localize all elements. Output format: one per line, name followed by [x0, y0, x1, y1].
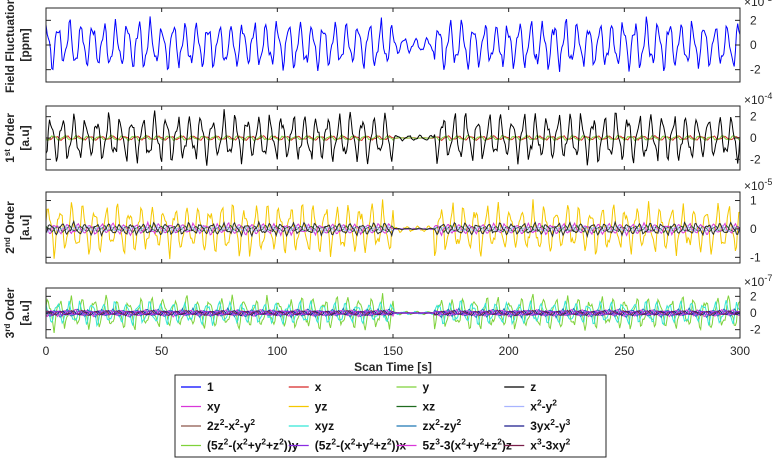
y-axis-unit-label: [a.u]: [18, 215, 32, 240]
legend-label: y: [423, 380, 430, 394]
legend-item: zx2-zy2: [396, 417, 462, 433]
legend-label: xyz: [315, 419, 334, 433]
x-tick-label: 50: [155, 344, 169, 358]
panel-3: 1 0 -1 ×10-5 2nd Order [a.u]: [3, 177, 773, 264]
legend-item: 1: [181, 380, 214, 394]
y-tick-label: -2: [750, 152, 761, 166]
y-axis-label: 3rd Order: [3, 287, 18, 338]
y-tick-label: -2: [750, 63, 761, 77]
x-tick-label: 200: [499, 344, 519, 358]
legend-label: xz: [423, 400, 436, 414]
panel-1: 2 0 -2 ×10-3 Field Fluctuation[ppm]: [3, 0, 772, 93]
legend-label: x: [315, 380, 322, 394]
panel-4: 2 0 -2 ×10-7 3rd Order [a.u]: [3, 273, 772, 339]
legend-item: x: [288, 380, 322, 394]
legend-label: xy: [207, 400, 221, 414]
legend-item: (5z2-(x2+y2+z2))x: [288, 437, 407, 453]
y-axis-label: 1st Order: [3, 113, 18, 163]
legend-label: (5z2-(x2+y2+z2))y: [207, 437, 299, 453]
chart-panels: 2 0 -2 ×10-3 Field Fluctuation[ppm] 2 0 -2 ×10-4…: [3, 0, 773, 339]
panel-series: [46, 293, 740, 333]
x-tick-label: 250: [614, 344, 634, 358]
y-axis-unit-label: [a.u]: [18, 125, 32, 150]
series-line: [46, 293, 740, 333]
y-tick-label: 2: [750, 289, 757, 303]
legend-label: yz: [315, 400, 328, 414]
y-axis-label: Field Fluctuation: [3, 0, 17, 93]
y-tick-label: 0: [750, 222, 757, 236]
legend-box: [174, 374, 607, 458]
legend-item: 3yx2-y3: [504, 417, 571, 433]
y-axis-unit-label: [a.u]: [18, 300, 32, 325]
x-tick-label: 150: [383, 344, 403, 358]
legend-label: zx2-zy2: [423, 417, 462, 433]
panel-series: [46, 109, 740, 166]
series-line: [46, 109, 740, 166]
series-line: [46, 309, 740, 317]
y-tick-label: -1: [750, 250, 761, 264]
y-tick-label: 2: [750, 110, 757, 124]
x-tick-label: 0: [43, 344, 50, 358]
x-axis: 0 50 100 150 200 250 300 Scan Time [s]: [43, 344, 751, 374]
legend-label: z: [530, 380, 536, 394]
y-tick-label: -2: [750, 323, 761, 337]
legend-item: yz: [288, 400, 328, 414]
legend-item: 2z2-x2-y2: [181, 417, 255, 433]
legend-label: (5z2-(x2+y2+z2))x: [315, 437, 407, 453]
legend-item: (5z2-(x2+y2+z2))y: [181, 437, 299, 453]
x-axis-label: Scan Time [s]: [354, 360, 432, 374]
y-exponent-label: ×10-3: [744, 0, 772, 9]
x-tick-label: 300: [730, 344, 750, 358]
legend-item: x3-3xy2: [504, 437, 571, 453]
y-tick-label: 2: [750, 13, 757, 27]
y-tick-label: 1: [750, 194, 757, 208]
series-line: [46, 219, 740, 239]
legend-label: 2z2-x2-y2: [207, 417, 255, 433]
y-tick-label: 0: [750, 131, 757, 145]
legend-item: y: [396, 380, 430, 394]
y-tick-label: 0: [750, 306, 757, 320]
series-line: [46, 309, 740, 317]
y-exponent-label: ×10-7: [744, 273, 772, 289]
panel-2: 2 0 -2 ×10-4 1st Order [a.u]: [3, 91, 772, 171]
x-tick-label: 100: [267, 344, 287, 358]
y-exponent-label: ×10-4: [744, 91, 772, 107]
y-exponent-label: ×10-5: [744, 177, 772, 193]
y-axis-unit-label: [ppm]: [18, 28, 32, 61]
legend-item: z: [504, 380, 536, 394]
panel-series: [46, 199, 740, 260]
legend-item: xz: [396, 400, 436, 414]
series-line: [46, 308, 740, 318]
y-tick-label: 0: [750, 38, 757, 52]
legend-label: 1: [207, 380, 214, 394]
legend-item: xy: [181, 400, 221, 414]
series-line: [46, 199, 740, 260]
legend-item: x2-y2: [504, 398, 557, 414]
series-line: [46, 16, 740, 72]
series-line: [46, 299, 740, 328]
legend-item: xyz: [288, 419, 334, 433]
legend-label: x3-3xy2: [530, 437, 570, 453]
legend-label: 3yx2-y3: [530, 417, 570, 433]
legend-label: x2-y2: [530, 398, 557, 414]
panel-series: [46, 16, 740, 72]
y-axis-label: 2nd Order: [3, 201, 18, 254]
